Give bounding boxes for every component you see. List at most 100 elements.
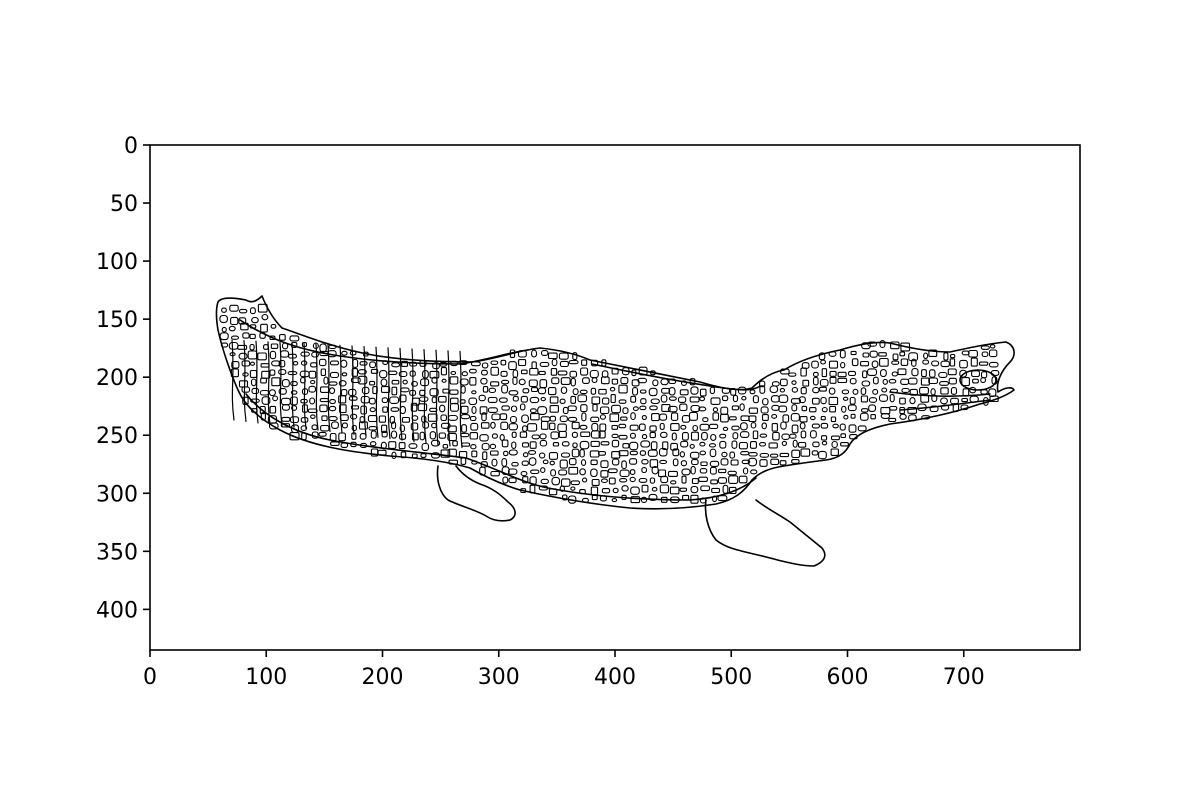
scale-mark	[649, 405, 658, 411]
y-tick-label: 0	[124, 134, 138, 159]
scale-mark	[651, 486, 658, 492]
scale-mark	[931, 394, 938, 403]
scale-mark	[961, 377, 970, 387]
scale-mark	[860, 408, 869, 413]
scale-mark	[699, 396, 706, 402]
scale-mark	[760, 406, 769, 414]
alligator-edge-drawing	[215, 295, 1015, 567]
scale-mark	[641, 467, 648, 474]
scale-mark	[629, 432, 636, 439]
scale-mark	[417, 403, 428, 412]
scale-mark	[508, 390, 519, 396]
scale-mark	[668, 396, 677, 401]
scale-mark	[649, 459, 659, 468]
scale-mark	[731, 425, 740, 431]
scale-mark	[830, 416, 837, 423]
scale-mark	[350, 405, 360, 410]
scale-mark	[812, 371, 819, 377]
scale-mark	[550, 469, 557, 477]
scale-mark	[389, 396, 400, 404]
belly-line	[245, 393, 757, 501]
scale-mark	[691, 459, 699, 466]
scale-mark	[528, 457, 537, 466]
tail-stripe	[327, 344, 331, 433]
scale-mark	[819, 378, 829, 387]
scale-mark	[468, 368, 477, 374]
scale-mark	[679, 487, 688, 492]
scale-mark	[649, 431, 656, 439]
scale-mark	[739, 431, 750, 438]
scale-mark	[611, 424, 619, 430]
scale-mark	[581, 359, 588, 366]
scale-mark	[380, 378, 388, 387]
scale-mark	[350, 441, 357, 448]
scale-mark	[690, 404, 701, 413]
scale-mark	[411, 453, 418, 459]
scale-mark	[399, 424, 406, 433]
scale-mark	[219, 314, 228, 323]
scale-mark	[590, 416, 600, 423]
scale-mark	[550, 431, 560, 440]
scale-mark	[600, 478, 608, 484]
scale-mark	[278, 359, 286, 368]
scale-mark	[351, 368, 359, 377]
scale-mark	[250, 378, 257, 387]
scale-mark	[491, 433, 498, 439]
scale-mark	[429, 370, 440, 379]
scale-mark	[522, 452, 529, 458]
scale-mark	[452, 440, 458, 447]
scale-mark	[779, 378, 788, 387]
scale-mark	[670, 412, 679, 421]
scale-mark	[528, 450, 537, 455]
scale-mark	[400, 451, 407, 459]
scale-mark	[717, 495, 728, 502]
scale-mark	[862, 352, 870, 358]
tail-stripe	[243, 340, 247, 422]
scale-mark	[567, 495, 577, 504]
tail-stripe	[339, 344, 343, 434]
tail-stripe	[459, 350, 463, 448]
scale-mark	[679, 403, 688, 412]
scale-mark	[549, 460, 555, 466]
scale-mark	[647, 449, 658, 457]
scale-mark	[868, 397, 878, 403]
tail-stripe	[255, 340, 259, 424]
scale-mark	[481, 369, 488, 376]
scale-mark	[829, 370, 837, 377]
scale-mark	[501, 439, 509, 448]
scale-mark	[249, 333, 256, 340]
scale-mark	[600, 460, 609, 469]
scale-mark	[849, 396, 856, 405]
scale-mark	[558, 430, 567, 438]
scale-mark	[590, 459, 598, 466]
scale-mark	[241, 386, 251, 393]
scale-mark	[849, 377, 857, 385]
scale-mark	[812, 441, 820, 448]
scale-mark	[507, 468, 518, 475]
scale-mark	[831, 440, 838, 449]
scale-mark	[841, 405, 847, 413]
scale-mark	[800, 387, 807, 395]
scale-mark	[949, 358, 956, 367]
scale-mark	[539, 361, 550, 367]
scale-mark	[570, 395, 577, 404]
scale-mark	[739, 403, 745, 411]
scale-mark	[700, 461, 708, 467]
scale-mark	[440, 414, 448, 422]
scale-mark	[981, 351, 989, 358]
scale-mark	[331, 421, 339, 429]
scale-mark	[672, 448, 680, 457]
scale-mark	[377, 449, 387, 456]
scale-mark	[638, 423, 646, 431]
scale-mark	[689, 451, 700, 459]
scale-mark	[670, 480, 677, 485]
scale-mark	[460, 405, 469, 414]
scale-mark	[842, 396, 849, 401]
scale-mark	[411, 380, 418, 387]
scale-mark	[940, 360, 950, 368]
scale-mark	[738, 475, 748, 484]
scale-mark	[639, 405, 647, 411]
scale-mark	[600, 376, 610, 385]
scale-mark	[310, 379, 316, 385]
scale-mark	[749, 441, 757, 449]
